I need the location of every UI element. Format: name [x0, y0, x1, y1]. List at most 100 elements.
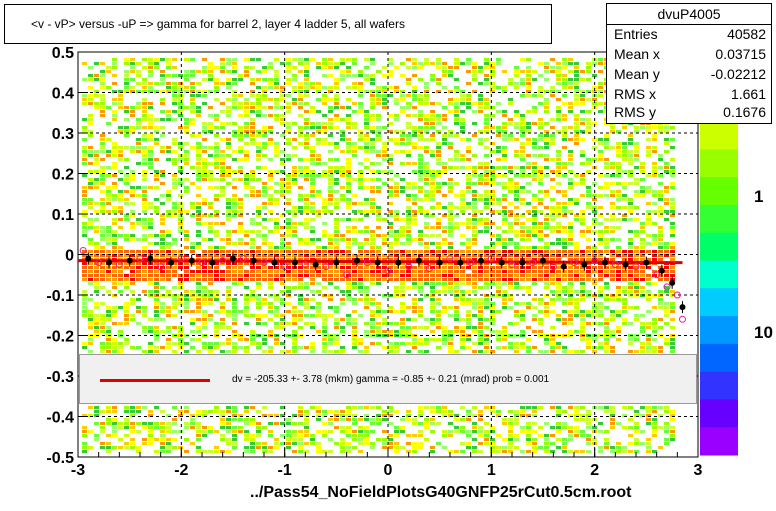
heatmap-cell	[292, 138, 297, 141]
heatmap-cell	[586, 338, 591, 341]
heatmap-cell	[442, 238, 447, 241]
heatmap-cell	[310, 206, 315, 209]
heatmap-cell	[412, 146, 417, 149]
heatmap-cell	[328, 438, 333, 441]
heatmap-cell	[370, 102, 375, 105]
heatmap-cell	[346, 418, 351, 421]
heatmap-cell	[124, 218, 129, 221]
heatmap-cell	[196, 318, 201, 321]
heatmap-cell	[334, 442, 339, 445]
heatmap-cell	[598, 62, 603, 65]
heatmap-cell	[136, 270, 141, 273]
heatmap-cell	[448, 98, 453, 101]
heatmap-cell	[526, 350, 531, 353]
heatmap-cell	[370, 342, 375, 345]
heatmap-cell	[418, 250, 423, 253]
heatmap-cell	[544, 166, 549, 169]
heatmap-cell	[526, 126, 531, 129]
heatmap-cell	[262, 226, 267, 229]
heatmap-cell	[394, 330, 399, 333]
heatmap-cell	[202, 450, 207, 453]
heatmap-cell	[406, 150, 411, 153]
heatmap-cell	[442, 286, 447, 289]
heatmap-cell	[340, 170, 345, 173]
heatmap-cell	[148, 438, 153, 441]
heatmap-cell	[262, 190, 267, 193]
heatmap-cell	[328, 422, 333, 425]
heatmap-cell	[592, 222, 597, 225]
heatmap-cell	[472, 110, 477, 113]
heatmap-cell	[640, 166, 645, 169]
heatmap-cell	[304, 126, 309, 129]
heatmap-cell	[214, 146, 219, 149]
heatmap-cell	[196, 338, 201, 341]
heatmap-cell	[538, 426, 543, 429]
heatmap-cell	[178, 74, 183, 77]
heatmap-cell	[352, 102, 357, 105]
heatmap-cell	[472, 102, 477, 105]
heatmap-cell	[424, 166, 429, 169]
heatmap-cell	[574, 118, 579, 121]
heatmap-cell	[160, 118, 165, 121]
heatmap-cell	[550, 426, 555, 429]
heatmap-cell	[586, 126, 591, 129]
heatmap-cell	[508, 274, 513, 277]
heatmap-cell	[484, 306, 489, 309]
heatmap-cell	[298, 242, 303, 245]
heatmap-cell	[376, 270, 381, 273]
heatmap-cell	[112, 162, 117, 165]
heatmap-cell	[574, 214, 579, 217]
heatmap-cell	[202, 162, 207, 165]
heatmap-cell	[382, 278, 387, 281]
heatmap-cell	[346, 106, 351, 109]
heatmap-cell	[316, 82, 321, 85]
heatmap-cell	[466, 98, 471, 101]
heatmap-cell	[94, 278, 99, 281]
heatmap-cell	[142, 134, 147, 137]
heatmap-cell	[112, 310, 117, 313]
heatmap-cell	[352, 146, 357, 149]
heatmap-cell	[502, 338, 507, 341]
heatmap-cell	[598, 90, 603, 93]
heatmap-cell	[100, 286, 105, 289]
heatmap-cell	[400, 326, 405, 329]
heatmap-cell	[88, 170, 93, 173]
heatmap-cell	[88, 178, 93, 181]
heatmap-cell	[310, 106, 315, 109]
heatmap-cell	[592, 426, 597, 429]
heatmap-cell	[142, 270, 147, 273]
heatmap-cell	[160, 78, 165, 81]
heatmap-cell	[226, 242, 231, 245]
heatmap-cell	[310, 126, 315, 129]
heatmap-cell	[442, 266, 447, 269]
heatmap-cell	[244, 230, 249, 233]
heatmap-cell	[388, 190, 393, 193]
heatmap-cell	[526, 450, 531, 453]
heatmap-cell	[484, 270, 489, 273]
heatmap-cell	[592, 158, 597, 161]
heatmap-cell	[646, 342, 651, 345]
heatmap-cell	[568, 330, 573, 333]
heatmap-cell	[394, 258, 399, 261]
heatmap-cell	[598, 446, 603, 449]
heatmap-cell	[490, 242, 495, 245]
heatmap-cell	[622, 318, 627, 321]
heatmap-cell	[148, 350, 153, 353]
heatmap-cell	[514, 110, 519, 113]
heatmap-cell	[262, 70, 267, 73]
heatmap-cell	[310, 154, 315, 157]
heatmap-cell	[328, 242, 333, 245]
heatmap-cell	[418, 326, 423, 329]
heatmap-cell	[148, 86, 153, 89]
heatmap-cell	[514, 114, 519, 117]
heatmap-cell	[136, 250, 141, 253]
heatmap-cell	[340, 150, 345, 153]
heatmap-cell	[124, 198, 129, 201]
heatmap-cell	[448, 330, 453, 333]
heatmap-cell	[442, 310, 447, 313]
heatmap-cell	[586, 442, 591, 445]
heatmap-cell	[478, 310, 483, 313]
heatmap-cell	[604, 318, 609, 321]
heatmap-cell	[268, 422, 273, 425]
heatmap-cell	[286, 210, 291, 213]
